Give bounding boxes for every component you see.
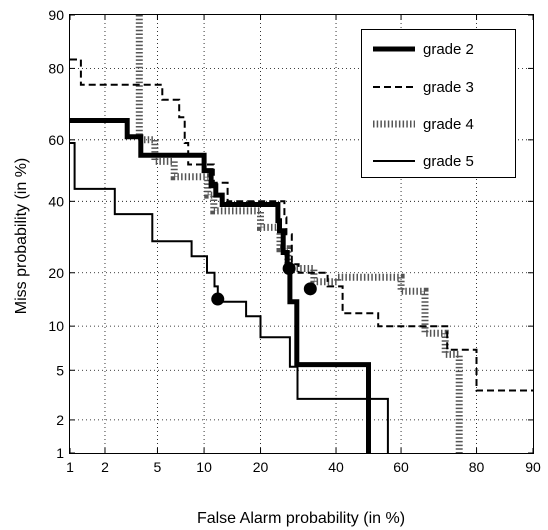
ticks bbox=[69, 14, 534, 454]
x-tick-label: 20 bbox=[253, 459, 269, 475]
legend-label-grade-2: grade 2 bbox=[423, 41, 474, 58]
series-line-grade-2 bbox=[70, 118, 371, 453]
y-tick-label: 1 bbox=[56, 445, 64, 461]
y-tick-label: 20 bbox=[48, 265, 64, 281]
series-group bbox=[70, 15, 533, 453]
x-tick-label: 80 bbox=[469, 459, 485, 475]
legend-label-grade-4: grade 4 bbox=[423, 116, 474, 133]
plot-frame bbox=[69, 14, 534, 454]
y-tick-label: 5 bbox=[56, 362, 64, 378]
operating-point-grade-5 bbox=[211, 292, 225, 306]
y-tick-label: 10 bbox=[48, 318, 64, 334]
x-tick-label: 5 bbox=[154, 459, 162, 475]
legend-label-grade-5: grade 5 bbox=[423, 153, 474, 170]
y-tick-label: 80 bbox=[48, 60, 64, 76]
x-tick-label: 90 bbox=[525, 459, 541, 475]
operating-point-grade-2 bbox=[282, 261, 296, 275]
x-tick-label: 60 bbox=[393, 459, 409, 475]
operating-point-grade-4 bbox=[303, 282, 317, 296]
marker-group bbox=[211, 261, 317, 306]
legend-label-grade-3: grade 3 bbox=[423, 79, 474, 96]
tick-labels: 1 2 5 10 20 40 60 80 90 1 2 5 10 20 40 60 80 90 bbox=[48, 7, 541, 475]
legend-box bbox=[361, 29, 516, 178]
y-tick-label: 40 bbox=[48, 193, 64, 209]
x-tick-label: 1 bbox=[66, 459, 74, 475]
x-tick-label: 2 bbox=[101, 459, 109, 475]
y-tick-label: 2 bbox=[56, 412, 64, 428]
series-line-grade-3 bbox=[70, 58, 533, 392]
x-axis-title: False Alarm probability (in %) bbox=[197, 510, 405, 527]
series-line-grade-5 bbox=[70, 142, 389, 453]
y-tick-label: 90 bbox=[48, 7, 64, 23]
x-tick-label: 10 bbox=[196, 459, 212, 475]
x-tick-label: 40 bbox=[328, 459, 344, 475]
legend: grade 2 grade 3 grade 4 grade 5 bbox=[361, 29, 516, 178]
y-axis-title: Miss probability (in %) bbox=[13, 158, 30, 314]
y-tick-label: 60 bbox=[48, 132, 64, 148]
